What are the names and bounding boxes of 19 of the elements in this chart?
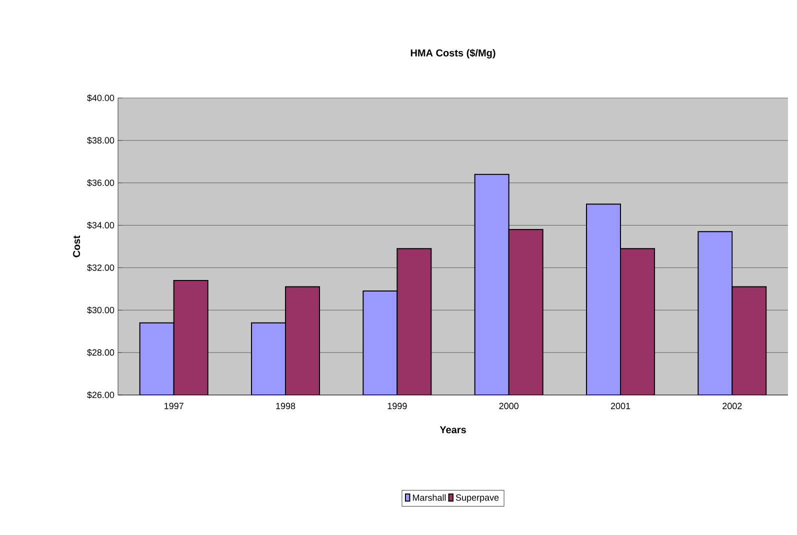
y-tick-label: $28.00 <box>87 348 114 356</box>
y-tick-label: $32.00 <box>87 264 114 272</box>
x-axis-title: Years <box>440 426 466 434</box>
y-tick-label: $30.00 <box>87 306 114 314</box>
x-tick-label: 1999 <box>388 402 407 410</box>
x-tick-label: 2000 <box>499 402 518 410</box>
legend-label: Superpave <box>456 494 499 503</box>
x-tick-label: 2002 <box>722 402 742 410</box>
x-tick-label: 2001 <box>610 402 630 410</box>
y-tick-label: $36.00 <box>87 179 114 186</box>
y-tick-label: $40.00 <box>87 94 114 102</box>
legend-label: Marshall <box>412 494 446 501</box>
chart-title: HMA Costs ($/Mg) <box>410 48 496 58</box>
y-axis-title: Cost <box>73 236 80 258</box>
y-tick-label: $26.00 <box>87 391 114 399</box>
x-tick-label: 1997 <box>164 402 184 410</box>
x-tick-label: 1998 <box>276 402 296 410</box>
y-tick-label: $38.00 <box>87 136 114 144</box>
y-tick-label: $34.00 <box>87 222 114 229</box>
